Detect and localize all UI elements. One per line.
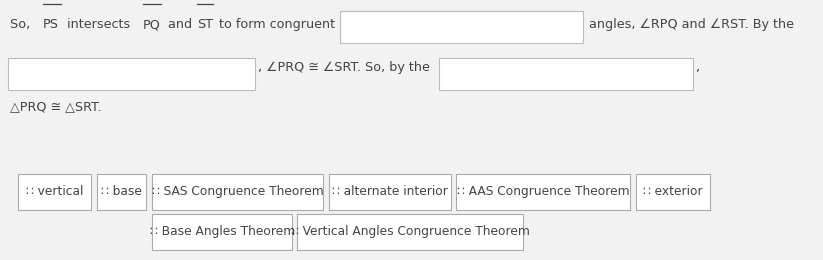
Text: ∷ exterior: ∷ exterior — [644, 185, 703, 198]
Text: PS: PS — [43, 18, 58, 31]
FancyBboxPatch shape — [636, 174, 710, 210]
FancyBboxPatch shape — [329, 174, 451, 210]
Text: So,: So, — [10, 18, 34, 31]
Text: , ∠PRQ ≅ ∠SRT. So, by the: , ∠PRQ ≅ ∠SRT. So, by the — [258, 61, 430, 74]
Text: ∷ Vertical Angles Congruence Theorem: ∷ Vertical Angles Congruence Theorem — [291, 225, 530, 238]
Text: ∷ AAS Congruence Theorem: ∷ AAS Congruence Theorem — [457, 185, 630, 198]
FancyBboxPatch shape — [18, 174, 91, 210]
Text: ∷ SAS Congruence Theorem: ∷ SAS Congruence Theorem — [152, 185, 323, 198]
Text: ∷ base: ∷ base — [101, 185, 142, 198]
Text: △PRQ ≅ △SRT.: △PRQ ≅ △SRT. — [10, 101, 101, 114]
Text: ∷ vertical: ∷ vertical — [26, 185, 83, 198]
Text: intersects: intersects — [63, 18, 134, 31]
FancyBboxPatch shape — [439, 57, 693, 89]
FancyBboxPatch shape — [152, 174, 323, 210]
FancyBboxPatch shape — [297, 214, 523, 250]
Text: ,: , — [695, 61, 700, 74]
Text: ∷ alternate interior: ∷ alternate interior — [332, 185, 448, 198]
Text: to form congruent: to form congruent — [215, 18, 335, 31]
FancyBboxPatch shape — [340, 11, 583, 43]
Text: angles, ∠RPQ and ∠RST. By the: angles, ∠RPQ and ∠RST. By the — [585, 18, 794, 31]
Text: ∷ Base Angles Theorem: ∷ Base Angles Theorem — [150, 225, 295, 238]
FancyBboxPatch shape — [456, 174, 630, 210]
Text: PQ: PQ — [143, 18, 161, 31]
FancyBboxPatch shape — [97, 174, 146, 210]
Text: and: and — [164, 18, 196, 31]
Text: ST: ST — [197, 18, 213, 31]
FancyBboxPatch shape — [8, 57, 255, 89]
FancyBboxPatch shape — [152, 214, 292, 250]
